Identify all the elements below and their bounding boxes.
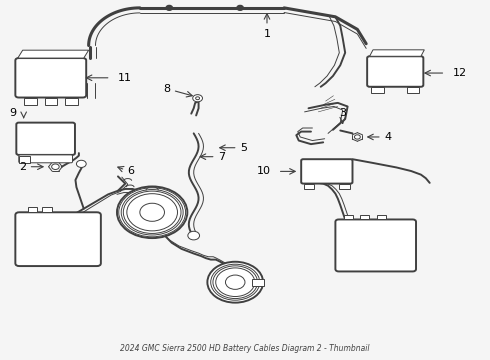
- Text: 2: 2: [19, 162, 26, 172]
- Circle shape: [225, 275, 245, 289]
- FancyBboxPatch shape: [301, 159, 352, 184]
- Bar: [27, 207, 37, 212]
- Circle shape: [166, 6, 172, 10]
- Text: 11: 11: [118, 73, 132, 83]
- Circle shape: [216, 268, 255, 297]
- Text: 10: 10: [256, 166, 270, 176]
- Circle shape: [127, 194, 177, 231]
- Text: 4: 4: [384, 132, 392, 142]
- Text: 3: 3: [339, 108, 346, 118]
- Text: 12: 12: [453, 68, 467, 78]
- FancyBboxPatch shape: [16, 123, 75, 155]
- Circle shape: [76, 160, 86, 167]
- Circle shape: [51, 164, 59, 170]
- Circle shape: [188, 231, 199, 240]
- Text: 8: 8: [164, 84, 171, 94]
- FancyBboxPatch shape: [15, 58, 86, 98]
- Bar: [377, 215, 386, 220]
- Circle shape: [117, 186, 187, 238]
- Circle shape: [237, 6, 243, 10]
- Bar: [360, 215, 368, 220]
- Bar: [252, 279, 264, 286]
- Bar: [24, 98, 37, 105]
- Circle shape: [196, 97, 199, 100]
- Bar: [19, 156, 29, 163]
- FancyBboxPatch shape: [15, 212, 101, 266]
- FancyBboxPatch shape: [335, 220, 416, 271]
- Text: 9: 9: [9, 108, 16, 118]
- Bar: [65, 98, 78, 105]
- Text: 6: 6: [128, 166, 135, 176]
- Bar: [42, 207, 52, 212]
- Text: 1: 1: [264, 29, 270, 39]
- FancyBboxPatch shape: [367, 56, 423, 87]
- Bar: [371, 87, 384, 93]
- Circle shape: [193, 95, 202, 102]
- Bar: [304, 184, 315, 189]
- Text: 5: 5: [240, 143, 247, 153]
- Bar: [407, 87, 419, 93]
- Text: 2024 GMC Sierra 2500 HD Battery Cables Diagram 2 - Thumbnail: 2024 GMC Sierra 2500 HD Battery Cables D…: [120, 344, 370, 353]
- Bar: [45, 98, 57, 105]
- Text: 7: 7: [218, 152, 225, 162]
- Polygon shape: [369, 50, 424, 56]
- Circle shape: [140, 203, 165, 221]
- FancyBboxPatch shape: [19, 155, 73, 163]
- Polygon shape: [18, 50, 89, 58]
- Circle shape: [354, 135, 360, 139]
- Bar: [344, 215, 353, 220]
- Bar: [339, 184, 350, 189]
- Circle shape: [207, 262, 263, 303]
